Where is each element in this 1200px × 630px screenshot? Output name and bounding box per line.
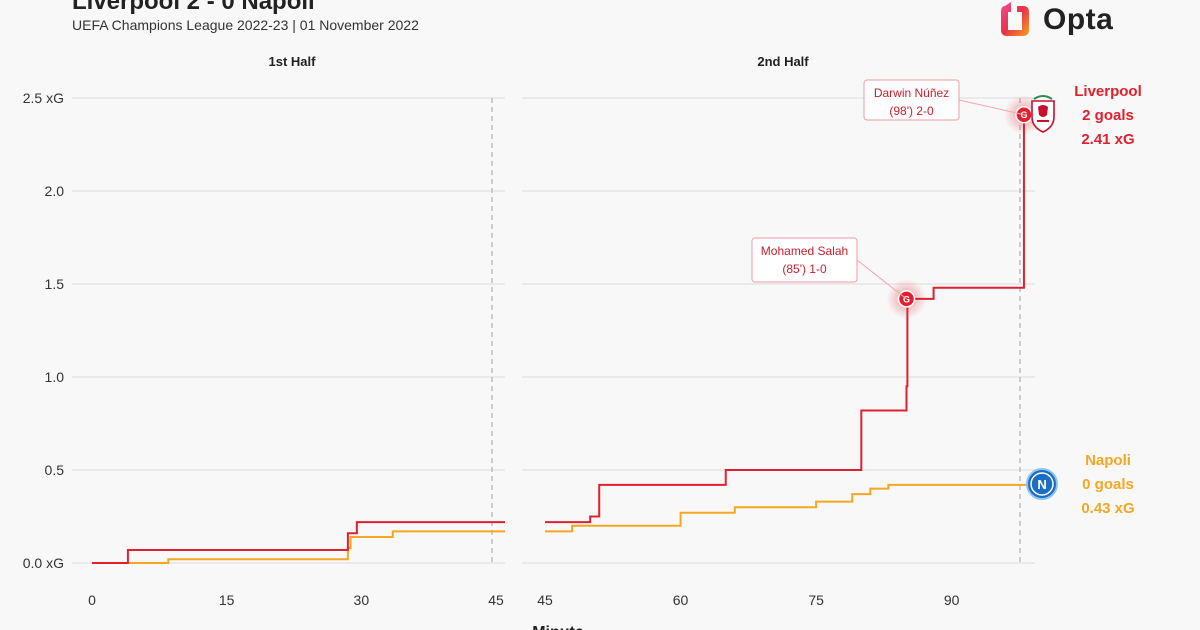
team-summary-liverpool: Liverpool	[1074, 83, 1142, 100]
goal-callout-player: Darwin Núñez	[874, 86, 949, 100]
x-tick-label: 90	[944, 592, 960, 608]
panel-title: 1st Half	[269, 54, 317, 69]
svg-text:N: N	[1037, 477, 1046, 492]
x-tick-label: 60	[673, 592, 689, 608]
goal-callout-leader	[958, 99, 1025, 116]
y-tick-label: 0.0 xG	[23, 555, 64, 571]
y-tick-label: 1.5	[45, 276, 65, 292]
napoli-crest-icon: N	[1026, 468, 1058, 500]
x-tick-label: 45	[488, 592, 504, 608]
team-summary-napoli: 0.43 xG	[1081, 500, 1134, 517]
series-line-liverpool-half1	[92, 521, 505, 564]
series-line-napoli-half1	[92, 530, 505, 564]
y-tick-label: 2.5 xG	[23, 90, 64, 106]
team-summary-napoli: Napoli	[1085, 452, 1131, 469]
chart-subtitle: UEFA Champions League 2022-23 | 01 Novem…	[72, 17, 419, 33]
goal-marker-label: G	[1020, 110, 1027, 120]
x-tick-label: 30	[354, 592, 370, 608]
team-summary-liverpool: 2.41 xG	[1081, 131, 1134, 148]
goal-callout-box	[863, 79, 960, 121]
x-tick-label: 45	[537, 592, 553, 608]
y-tick-label: 1.0	[45, 369, 65, 385]
series-line-liverpool-half2	[545, 113, 1033, 524]
opta-logo-icon	[1001, 2, 1029, 36]
team-summary-liverpool: 2 goals	[1082, 107, 1134, 124]
y-tick-label: 2.0	[45, 183, 65, 199]
panel-title: 2nd Half	[757, 54, 809, 69]
team-summary-napoli: 0 goals	[1082, 476, 1134, 493]
goal-callout-detail: (85') 1-0	[782, 262, 827, 276]
goal-callout-detail: (98') 2-0	[889, 104, 934, 118]
x-tick-label: 0	[88, 592, 96, 608]
goal-marker-label: G	[903, 294, 910, 304]
goal-callout-player: Mohamed Salah	[761, 244, 848, 258]
opta-logo: Opta	[995, 0, 1113, 40]
opta-wordmark: Opta	[1043, 3, 1114, 36]
chart-title: Liverpool 2 - 0 Napoli	[72, 0, 315, 15]
x-axis-label: Minute	[532, 624, 584, 630]
series-line-napoli-half2	[545, 483, 1034, 533]
goal-callout-box	[751, 237, 858, 283]
y-tick-label: 0.5	[45, 462, 65, 478]
x-tick-label: 15	[219, 592, 235, 608]
liverpool-crest-icon	[1031, 95, 1055, 133]
x-tick-label: 75	[808, 592, 824, 608]
goal-callout-leader	[856, 259, 907, 300]
